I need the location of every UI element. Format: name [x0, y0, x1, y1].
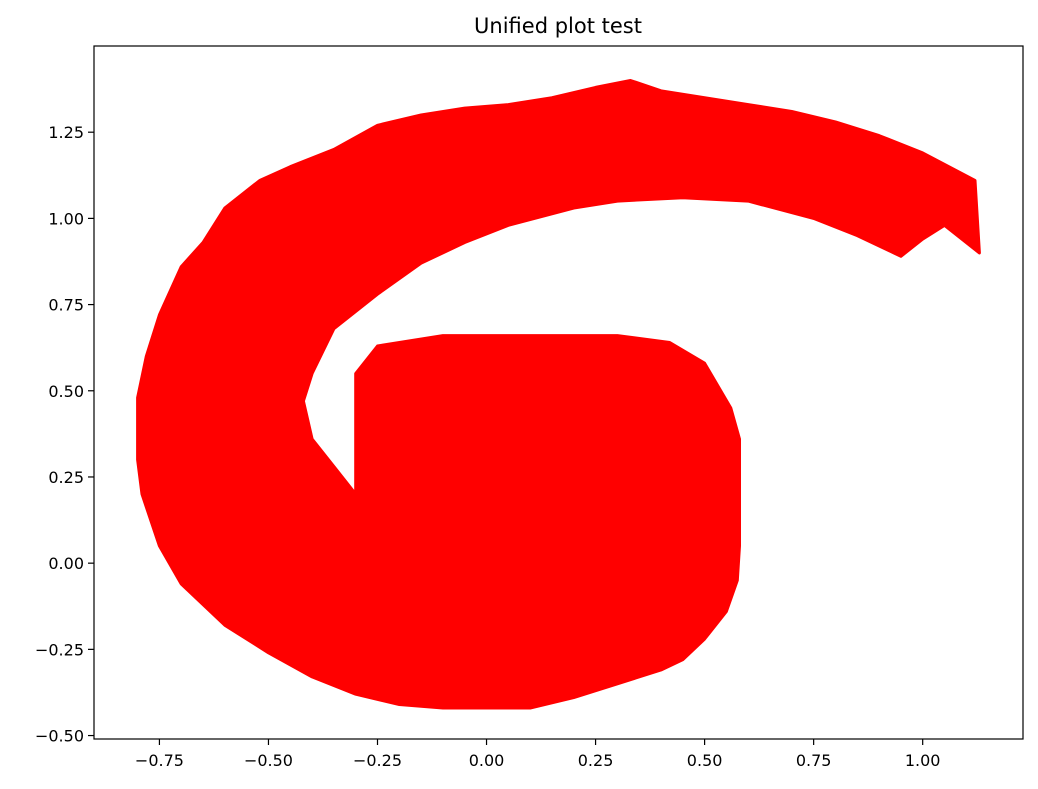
x-tick-label: 0.50: [687, 751, 723, 770]
y-tick-label: −0.25: [35, 640, 84, 659]
x-tick-label: 0.00: [469, 751, 505, 770]
y-tick-label: 1.00: [48, 209, 84, 228]
chart-title: Unified plot test: [474, 14, 642, 38]
y-tick-label: 0.50: [48, 382, 84, 401]
y-tick-label: 0.75: [48, 296, 84, 315]
y-tick-label: −0.50: [35, 727, 84, 746]
y-axis: −0.50 −0.25 0.00 0.25 0.50 0.75 1.00 1.25: [35, 123, 94, 746]
x-tick-label: −0.25: [353, 751, 402, 770]
plot-area: [136, 79, 981, 710]
x-tick-label: 0.25: [578, 751, 614, 770]
x-tick-label: −0.50: [244, 751, 293, 770]
x-tick-label: 0.75: [796, 751, 832, 770]
x-tick-label: 1.00: [905, 751, 941, 770]
y-tick-label: 1.25: [48, 123, 84, 142]
y-tick-label: 0.00: [48, 554, 84, 573]
y-tick-label: 0.25: [48, 468, 84, 487]
x-axis: −0.75 −0.50 −0.25 0.00 0.25 0.50 0.75 1.00: [135, 739, 941, 770]
series-area: [136, 79, 981, 710]
axes-frame: [93, 45, 1024, 740]
x-tick-label: −0.75: [135, 751, 184, 770]
